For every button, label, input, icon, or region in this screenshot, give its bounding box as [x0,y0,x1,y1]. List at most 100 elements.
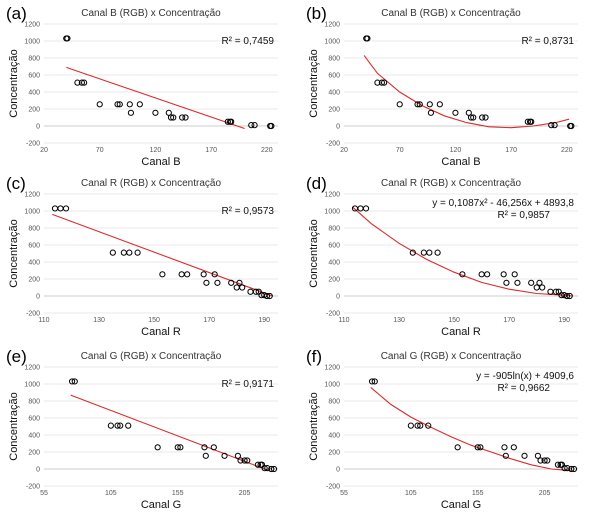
data-point [71,378,78,385]
data-point [159,271,166,278]
data-point [374,79,381,86]
data-point [362,205,370,212]
data-point [268,122,275,130]
data-point [251,122,258,129]
y-tick-label: 800 [328,56,340,63]
y-tick-label: 1200 [24,365,40,372]
y-tick-label: 400 [328,433,340,440]
data-point [524,118,531,125]
data-point [210,444,217,451]
data-point [170,114,177,121]
data-point [214,279,221,286]
y-tick-label: 800 [28,399,40,406]
annotation: y = 0,1087x² - 46,256x + 4893,8 [432,198,574,209]
x-tick-label: 70 [396,147,404,154]
x-tick-label: 155 [472,490,484,497]
x-tick-label: 70 [96,147,104,154]
data-point [116,101,123,108]
data-point [134,249,141,256]
annotation: R² = 0,8731 [521,36,574,47]
data-point [224,118,231,125]
chart-panel: -200 0 200 400 600 800 1000 1200 110 130 150 170 190… [2,172,294,340]
chart-title: Canal G (RGB) x Concentração [381,351,522,362]
panel-label: (f) [306,347,322,366]
x-tick-label: 130 [93,317,105,324]
y-axis-label: Concentração [8,392,20,461]
y-tick-label: -200 [26,141,40,148]
x-tick-label: 170 [205,147,217,154]
y-tick-label: -200 [26,484,40,491]
data-point [566,292,573,300]
x-tick-label: 130 [393,317,405,324]
chart-svg: -200 0 200 400 600 800 1000 1200 110 130 150 170 190… [306,174,578,338]
data-point [537,457,544,464]
data-point [568,122,575,130]
data-point [551,122,558,129]
data-point [528,279,535,286]
y-tick-label: 800 [28,226,40,233]
data-point [407,422,414,429]
data-point [152,109,159,116]
data-point [177,444,184,451]
data-point [74,79,81,86]
data-point [484,271,491,278]
data-point [51,205,59,212]
y-axis-label: Concentração [308,219,320,288]
x-tick-label: 20 [40,147,48,154]
data-point [200,271,207,278]
x-axis-label: Canal R [141,326,181,338]
chart-title: Canal R (RGB) x Concentração [381,178,521,189]
data-point [64,35,71,42]
data-point [236,279,243,286]
data-point [264,465,271,472]
data-point [167,114,175,121]
y-tick-label: 0 [336,124,340,131]
y-tick-label: -200 [326,311,340,318]
data-point [539,284,546,291]
x-tick-label: 170 [505,147,517,154]
trendline [363,55,570,129]
y-axis-label: Concentração [8,49,20,118]
data-point [179,114,186,121]
y-tick-label: 400 [28,433,40,440]
data-point [452,109,459,116]
y-tick-label: 1000 [24,382,40,389]
x-tick-label: 170 [503,317,515,324]
data-point [211,271,218,278]
y-tick-label: 0 [336,467,340,474]
chart-title: Canal R (RGB) x Concentração [81,178,221,189]
data-point [261,465,268,472]
y-axis-label: Concentração [308,49,320,118]
y-tick-label: 200 [328,450,340,457]
data-point [511,271,518,278]
chart-panel: -200 0 200 400 600 800 1000 1200 20 70 120 170 220 (a… [2,2,294,170]
data-point [470,114,477,121]
data-point [125,422,132,429]
x-axis-label: Canal B [441,156,480,168]
y-tick-label: 200 [328,107,340,114]
y-tick-label: 200 [28,107,40,114]
data-point [568,465,575,473]
chart-svg: -200 0 200 400 600 800 1000 1200 55 105 155 205 (e) C… [6,347,278,511]
data-point [434,249,441,256]
x-tick-label: 110 [338,317,349,324]
data-point [510,444,517,451]
data-point [202,452,209,459]
data-point [414,101,421,108]
data-point [107,422,114,429]
y-tick-label: 600 [328,73,340,80]
x-tick-label: 105 [405,490,417,497]
y-tick-label: 600 [28,416,40,423]
data-point [221,452,228,459]
data-point [239,284,246,291]
data-point [228,118,235,125]
data-point [254,461,262,468]
data-point [268,465,275,473]
y-tick-label: 600 [28,243,40,250]
data-point [548,122,555,129]
x-tick-label: 190 [258,317,270,324]
chart-title: Canal B (RGB) x Concentração [381,8,521,19]
x-tick-label: 120 [450,147,462,154]
y-tick-label: -200 [326,484,340,491]
data-point [266,292,273,300]
